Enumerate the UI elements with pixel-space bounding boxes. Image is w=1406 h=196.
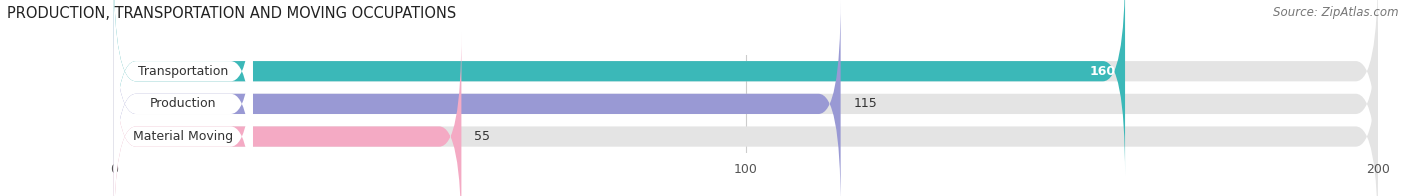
Text: Transportation: Transportation [138, 65, 228, 78]
FancyBboxPatch shape [114, 0, 253, 196]
Text: PRODUCTION, TRANSPORTATION AND MOVING OCCUPATIONS: PRODUCTION, TRANSPORTATION AND MOVING OC… [7, 6, 457, 21]
FancyBboxPatch shape [114, 0, 253, 175]
Text: Source: ZipAtlas.com: Source: ZipAtlas.com [1274, 6, 1399, 19]
FancyBboxPatch shape [114, 0, 1378, 175]
Text: 115: 115 [853, 97, 877, 110]
Text: Production: Production [150, 97, 217, 110]
FancyBboxPatch shape [114, 0, 841, 196]
FancyBboxPatch shape [114, 32, 1378, 196]
FancyBboxPatch shape [114, 32, 253, 196]
Text: Material Moving: Material Moving [134, 130, 233, 143]
Text: 160: 160 [1090, 65, 1115, 78]
FancyBboxPatch shape [114, 0, 1125, 175]
Text: 55: 55 [474, 130, 491, 143]
FancyBboxPatch shape [114, 0, 1378, 196]
FancyBboxPatch shape [114, 32, 461, 196]
